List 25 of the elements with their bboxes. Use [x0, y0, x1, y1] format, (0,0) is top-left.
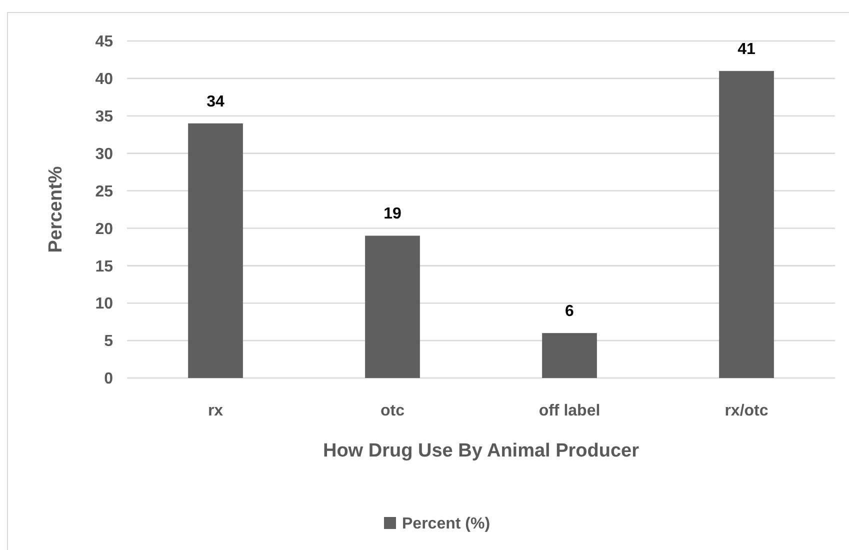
- legend-label: Percent (%): [402, 516, 490, 533]
- y-tick-label: 35: [95, 108, 114, 126]
- x-tick-label: rx: [208, 402, 224, 420]
- y-tick-label: 10: [95, 296, 114, 313]
- y-tick-label: 25: [95, 183, 114, 200]
- x-tick-label: off label: [538, 402, 600, 420]
- y-tick-label: 5: [104, 333, 114, 350]
- y-axis-title: Percent%: [46, 166, 67, 253]
- bar: [188, 123, 243, 378]
- data-label: 41: [738, 40, 756, 58]
- x-axis-title: How Drug Use By Animal Producer: [322, 440, 640, 462]
- y-tick-label: 45: [95, 34, 114, 51]
- x-tick-label: otc: [380, 402, 405, 420]
- data-label: 19: [384, 206, 402, 223]
- y-tick-label: 20: [95, 220, 114, 238]
- y-tick-label: 0: [104, 370, 114, 388]
- bar: [719, 70, 774, 378]
- bar: [365, 236, 420, 378]
- y-tick-label: 30: [95, 146, 114, 163]
- data-label: 34: [206, 93, 224, 110]
- data-label: 6: [565, 303, 574, 320]
- x-tick-label: rx/otc: [724, 402, 768, 420]
- y-tick-label: 15: [95, 258, 114, 276]
- bar: [542, 333, 597, 378]
- y-tick-label: 40: [95, 71, 114, 88]
